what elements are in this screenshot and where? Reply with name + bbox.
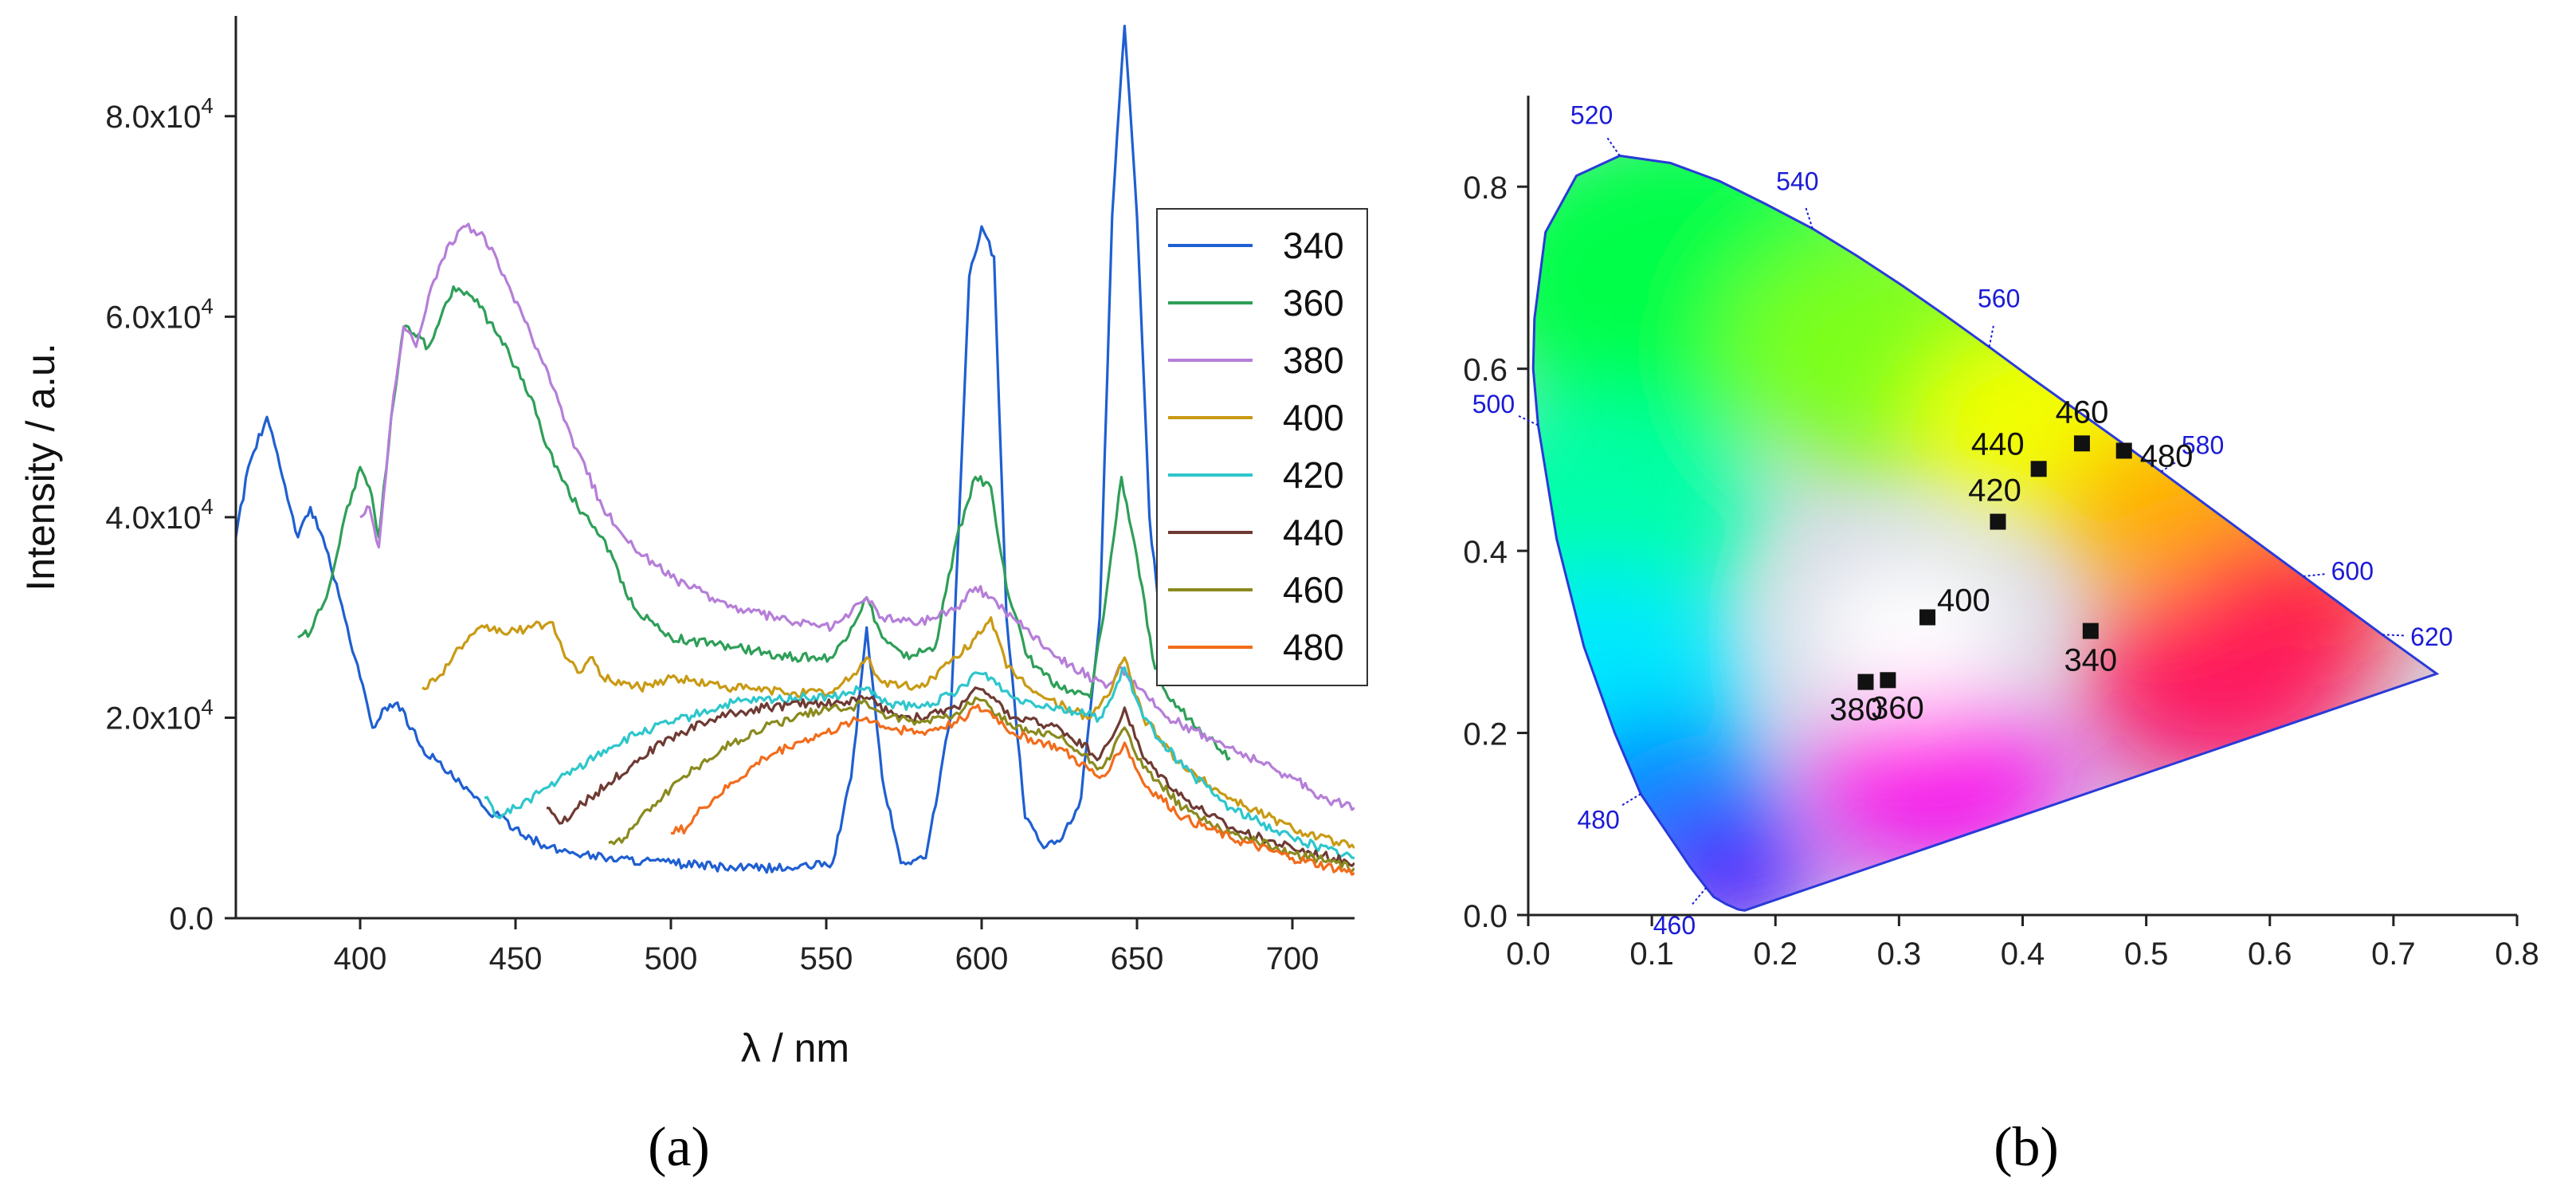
series-line-400 <box>421 616 1355 850</box>
wavelength-tick <box>1605 135 1621 156</box>
x-tick-label: 550 <box>800 941 853 976</box>
wavelength-label: 480 <box>1577 805 1619 834</box>
y-tick-label: 0.6 <box>1463 353 1508 388</box>
y-tick-label: 0.2 <box>1463 717 1508 752</box>
x-tick-label: 0.0 <box>1506 937 1551 972</box>
data-point-420 <box>1990 513 2006 530</box>
wavelength-label: 540 <box>1776 167 1818 196</box>
x-tick-label: 700 <box>1266 941 1319 976</box>
gamut-color-patch <box>1533 395 1763 633</box>
panel-b-label: (b) <box>1994 1117 2059 1178</box>
data-point-440 <box>2030 461 2047 477</box>
x-tick-label: 0.4 <box>2001 937 2045 972</box>
data-point-label: 400 <box>1937 583 1990 618</box>
wavelength-tick <box>1804 205 1813 230</box>
panel-a-label: (a) <box>648 1117 710 1178</box>
wavelength-label: 460 <box>1653 911 1696 940</box>
x-tick-label: 0.7 <box>2371 937 2416 972</box>
wavelength-tick <box>1690 887 1708 907</box>
chart-a-axes: 400 450 500 550 600 650 700 0.0 2.0x104 4.0x104 6.… <box>105 16 1355 976</box>
data-point-340 <box>2082 622 2099 639</box>
series-line-440 <box>546 686 1355 867</box>
x-tick-label: 0.1 <box>1629 937 1674 972</box>
wavelength-label: 560 <box>1978 284 2020 312</box>
series-line-480 <box>670 703 1355 876</box>
data-point-label: 380 <box>1829 693 1883 728</box>
x-tick-label: 600 <box>955 941 1009 976</box>
data-point-400 <box>1919 609 1936 626</box>
legend-label: 440 <box>1283 512 1344 553</box>
data-point-480 <box>2115 442 2132 459</box>
legend-label: 420 <box>1283 454 1344 496</box>
data-point-label: 440 <box>1971 426 2025 461</box>
y-tick-label: 8.0x104 <box>105 93 214 135</box>
x-tick-label: 0.5 <box>2124 937 2169 972</box>
x-tick-label: 0.6 <box>2248 937 2292 972</box>
legend-label: 480 <box>1283 626 1344 668</box>
y-tick-label: 0.4 <box>1463 535 1508 570</box>
series-line-360 <box>297 285 1231 761</box>
legend-label: 460 <box>1283 569 1344 611</box>
data-point-360 <box>1880 672 1896 689</box>
y-axis-title: Intensity / a.u. <box>18 343 63 591</box>
wavelength-label: 600 <box>2331 557 2374 586</box>
wavelength-labels: 460 480 500 520 540 560 580 600 620 <box>1472 100 2453 940</box>
y-tick-label: 0.0 <box>169 901 214 937</box>
x-tick-label: 500 <box>645 941 698 976</box>
series-line-420 <box>484 666 1355 860</box>
x-tick-label: 450 <box>489 941 543 976</box>
legend-label: 340 <box>1283 225 1344 266</box>
cie-chromaticity-diagram: 0.0 0.1 0.2 0.3 0.4 0.5 0.6 0.7 0.8 0.0 0.2 0.4 0.6 0… <box>1463 96 2539 972</box>
x-tick-label: 0.3 <box>1877 937 1922 972</box>
legend-box <box>1156 208 1368 686</box>
data-point-380 <box>1857 674 1874 690</box>
y-tick-label: 0.8 <box>1463 171 1508 206</box>
legend-label: 400 <box>1283 397 1344 438</box>
emission-spectra-chart: 400 450 500 550 600 650 700 0.0 2.0x104 4.0x104 6.… <box>18 16 1368 1070</box>
gamut-color-patch <box>1806 555 2017 711</box>
spectral-locus-outline <box>1531 154 2440 912</box>
data-point-460 <box>2073 435 2090 452</box>
data-point-label: 360 <box>1871 690 1924 725</box>
y-tick-label: 6.0x104 <box>105 293 214 335</box>
x-tick-label: 0.2 <box>1753 937 1798 972</box>
wavelength-label: 620 <box>2410 622 2452 651</box>
wavelength-label: 520 <box>1570 100 1613 129</box>
data-point-label: 420 <box>1968 473 2021 509</box>
wavelength-tick <box>1988 323 1995 348</box>
y-tick-label: 2.0x104 <box>105 694 214 736</box>
wavelength-tick <box>2303 572 2327 578</box>
x-tick-label: 650 <box>1111 941 1164 976</box>
legend: 340 360 380 400 420 440 460 480 <box>1156 208 1368 686</box>
legend-label: 360 <box>1283 282 1344 324</box>
spectra-lines <box>236 25 1355 876</box>
x-tick-label: 400 <box>334 941 387 976</box>
wavelength-label: 580 <box>2182 430 2224 459</box>
series-line-380 <box>359 222 1355 811</box>
y-tick-label: 4.0x104 <box>105 494 214 536</box>
wavelength-tick <box>1619 793 1641 807</box>
chart-b-axes: 0.0 0.1 0.2 0.3 0.4 0.5 0.6 0.7 0.8 0.0 0.2 0.4 0.6 0… <box>1463 96 2539 972</box>
x-axis-title: λ / nm <box>741 1026 849 1070</box>
y-tick-label: 0.0 <box>1463 899 1508 934</box>
x-tick-label: 0.8 <box>2495 937 2539 972</box>
wavelength-tick <box>2160 458 2182 473</box>
legend-label: 380 <box>1283 340 1344 381</box>
wavelength-label: 500 <box>1472 390 1515 418</box>
data-point-label: 460 <box>2056 395 2109 430</box>
wavelength-tick <box>1515 414 1539 426</box>
series-line-460 <box>608 696 1355 873</box>
wavelength-tick <box>2382 634 2406 637</box>
data-point-label: 340 <box>2064 643 2117 678</box>
series-line-340 <box>236 25 1160 874</box>
data-point-label: 480 <box>2140 438 2194 473</box>
